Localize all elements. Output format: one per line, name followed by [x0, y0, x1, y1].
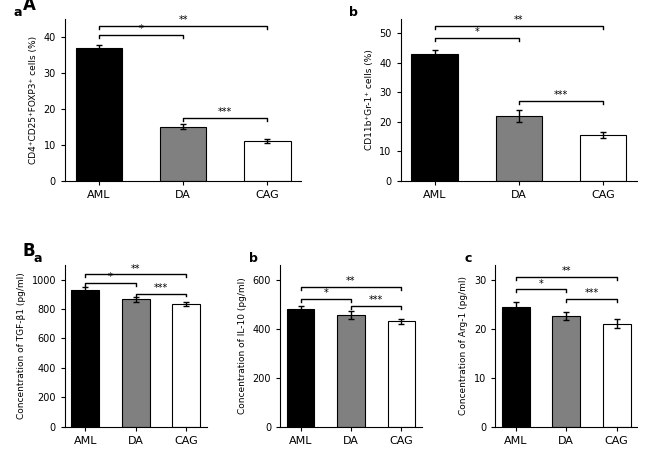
Text: **: **	[179, 15, 188, 25]
Bar	[580, 135, 626, 181]
Text: b: b	[249, 252, 258, 265]
Text: A: A	[23, 0, 36, 14]
Text: B: B	[23, 242, 35, 260]
Bar	[337, 315, 365, 427]
Text: ***: ***	[554, 91, 568, 100]
Text: *: *	[108, 272, 113, 282]
Y-axis label: Concentration of Arg-1 (pg/ml): Concentration of Arg-1 (pg/ml)	[460, 276, 469, 416]
Bar	[603, 324, 630, 427]
Bar	[72, 290, 99, 427]
Bar	[411, 54, 458, 181]
Text: **: **	[131, 264, 140, 273]
Text: ***: ***	[154, 283, 168, 293]
Text: *: *	[138, 24, 144, 34]
Text: ***: ***	[584, 288, 599, 298]
Text: *: *	[324, 288, 328, 298]
Bar	[287, 309, 315, 427]
Text: ***: ***	[218, 107, 233, 117]
Text: a: a	[34, 252, 42, 265]
Bar	[552, 317, 580, 427]
Y-axis label: CD11b⁺Gr-1⁺ cells (%): CD11b⁺Gr-1⁺ cells (%)	[365, 49, 374, 150]
Text: **: **	[346, 276, 356, 286]
Bar	[502, 307, 530, 427]
Text: b: b	[348, 6, 358, 19]
Bar	[122, 300, 150, 427]
Text: **: **	[562, 266, 571, 276]
Y-axis label: Concentration of IL-10 (pg/ml): Concentration of IL-10 (pg/ml)	[238, 278, 247, 414]
Text: a: a	[13, 6, 21, 19]
Bar	[76, 47, 122, 181]
Text: ***: ***	[369, 295, 384, 305]
Text: **: **	[514, 15, 523, 25]
Bar	[496, 116, 542, 181]
Text: *: *	[539, 279, 543, 288]
Bar	[244, 141, 291, 181]
Y-axis label: CD4⁺CD25⁺FOXP3⁺ cells (%): CD4⁺CD25⁺FOXP3⁺ cells (%)	[29, 36, 38, 164]
Text: c: c	[464, 252, 472, 265]
Bar	[387, 321, 415, 427]
Bar	[160, 127, 206, 181]
Y-axis label: Concentration of TGF-β1 (pg/ml): Concentration of TGF-β1 (pg/ml)	[17, 272, 26, 419]
Bar	[172, 304, 200, 427]
Text: *: *	[474, 27, 479, 37]
